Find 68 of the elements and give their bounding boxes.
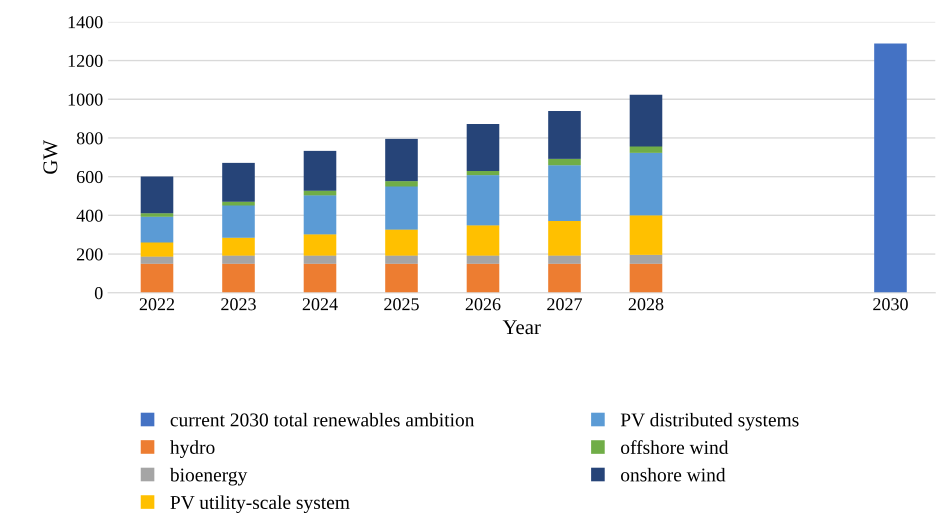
bar (385, 186, 418, 230)
bar (548, 220, 581, 256)
bar (140, 264, 174, 293)
bar (222, 264, 255, 293)
x-tick-label: 2023 (221, 298, 256, 310)
legend-label: PV utility-scale system (170, 495, 350, 514)
bar (630, 264, 662, 293)
y-tick-label: 600 (76, 170, 103, 184)
bar (630, 215, 662, 255)
x-tick-label: 2030 (873, 298, 908, 310)
bar (630, 152, 662, 216)
x-tick-label: 2028 (628, 298, 664, 310)
x-tick-label: 2025 (384, 298, 419, 310)
bar (304, 234, 336, 256)
bar (222, 202, 255, 206)
bar (222, 162, 255, 202)
bar (385, 264, 418, 293)
y-tick-label: 1000 (68, 94, 103, 106)
bar (304, 264, 336, 293)
x-tick-label: 2022 (140, 298, 174, 310)
legend-label: onshore wind (621, 468, 726, 482)
bar (385, 256, 418, 264)
bar (466, 256, 500, 264)
bar (222, 256, 255, 264)
bar (140, 242, 174, 257)
legend-label: bioenergy (170, 468, 248, 486)
bar (548, 264, 581, 293)
bar (466, 175, 500, 226)
bar (385, 181, 418, 187)
y-tick-label: 800 (76, 132, 103, 144)
bar (385, 138, 418, 182)
bar (548, 111, 581, 159)
bar (630, 94, 662, 146)
bar (304, 150, 336, 191)
y-tick-label: 1400 (68, 16, 103, 28)
bar (466, 124, 500, 172)
bar (630, 254, 662, 264)
y-tick-label: 400 (76, 210, 103, 222)
legend-label: hydro (170, 440, 215, 458)
bar (548, 256, 581, 264)
x-tick-label: 2027 (547, 298, 582, 310)
bar (222, 205, 255, 238)
bar (466, 225, 500, 256)
bar (548, 165, 581, 221)
bar (140, 216, 174, 242)
bar (466, 264, 500, 293)
bar (222, 238, 255, 256)
y-axis-title: GW (43, 140, 58, 174)
y-tick-label: 200 (76, 248, 103, 260)
bar (304, 256, 336, 264)
y-tick-label: 1200 (68, 54, 103, 67)
bar (630, 146, 662, 153)
bar (385, 230, 418, 256)
legend-label: offshore wind (621, 440, 728, 454)
bar (140, 176, 174, 214)
x-tick-label: 2026 (466, 298, 501, 310)
x-axis-title: Year (502, 320, 541, 334)
legend-label: current 2030 total renewables ambition (170, 412, 474, 427)
y-tick-label: 0 (94, 287, 103, 300)
bar (874, 44, 907, 293)
legend-label: PV distributed systems (620, 412, 799, 431)
bar (548, 158, 581, 166)
bar (466, 171, 500, 176)
x-tick-label: 2024 (302, 298, 338, 310)
bar (304, 190, 336, 196)
bar (304, 195, 336, 234)
bar (140, 256, 174, 264)
bar (140, 213, 174, 217)
